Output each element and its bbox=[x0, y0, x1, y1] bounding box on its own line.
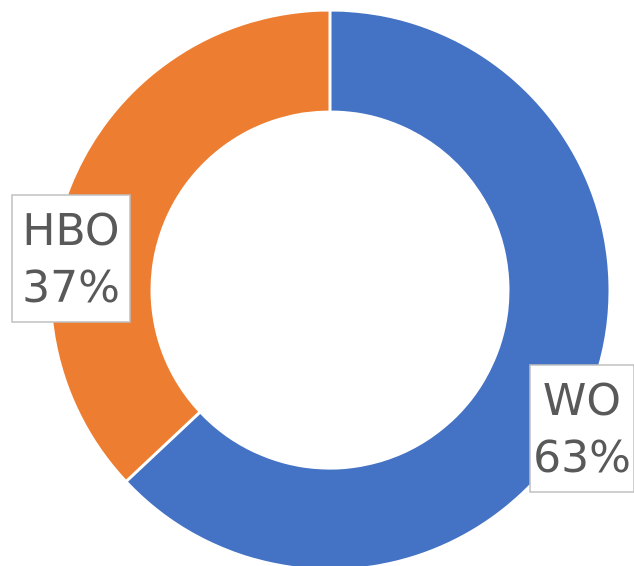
value-label: 63% bbox=[533, 432, 631, 483]
label-box bbox=[11, 194, 131, 323]
category-label: WO bbox=[543, 375, 621, 426]
slice bbox=[123, 8, 612, 566]
category-label: HBO bbox=[22, 205, 119, 256]
value-label: 37% bbox=[22, 262, 120, 313]
label-box bbox=[529, 364, 634, 493]
